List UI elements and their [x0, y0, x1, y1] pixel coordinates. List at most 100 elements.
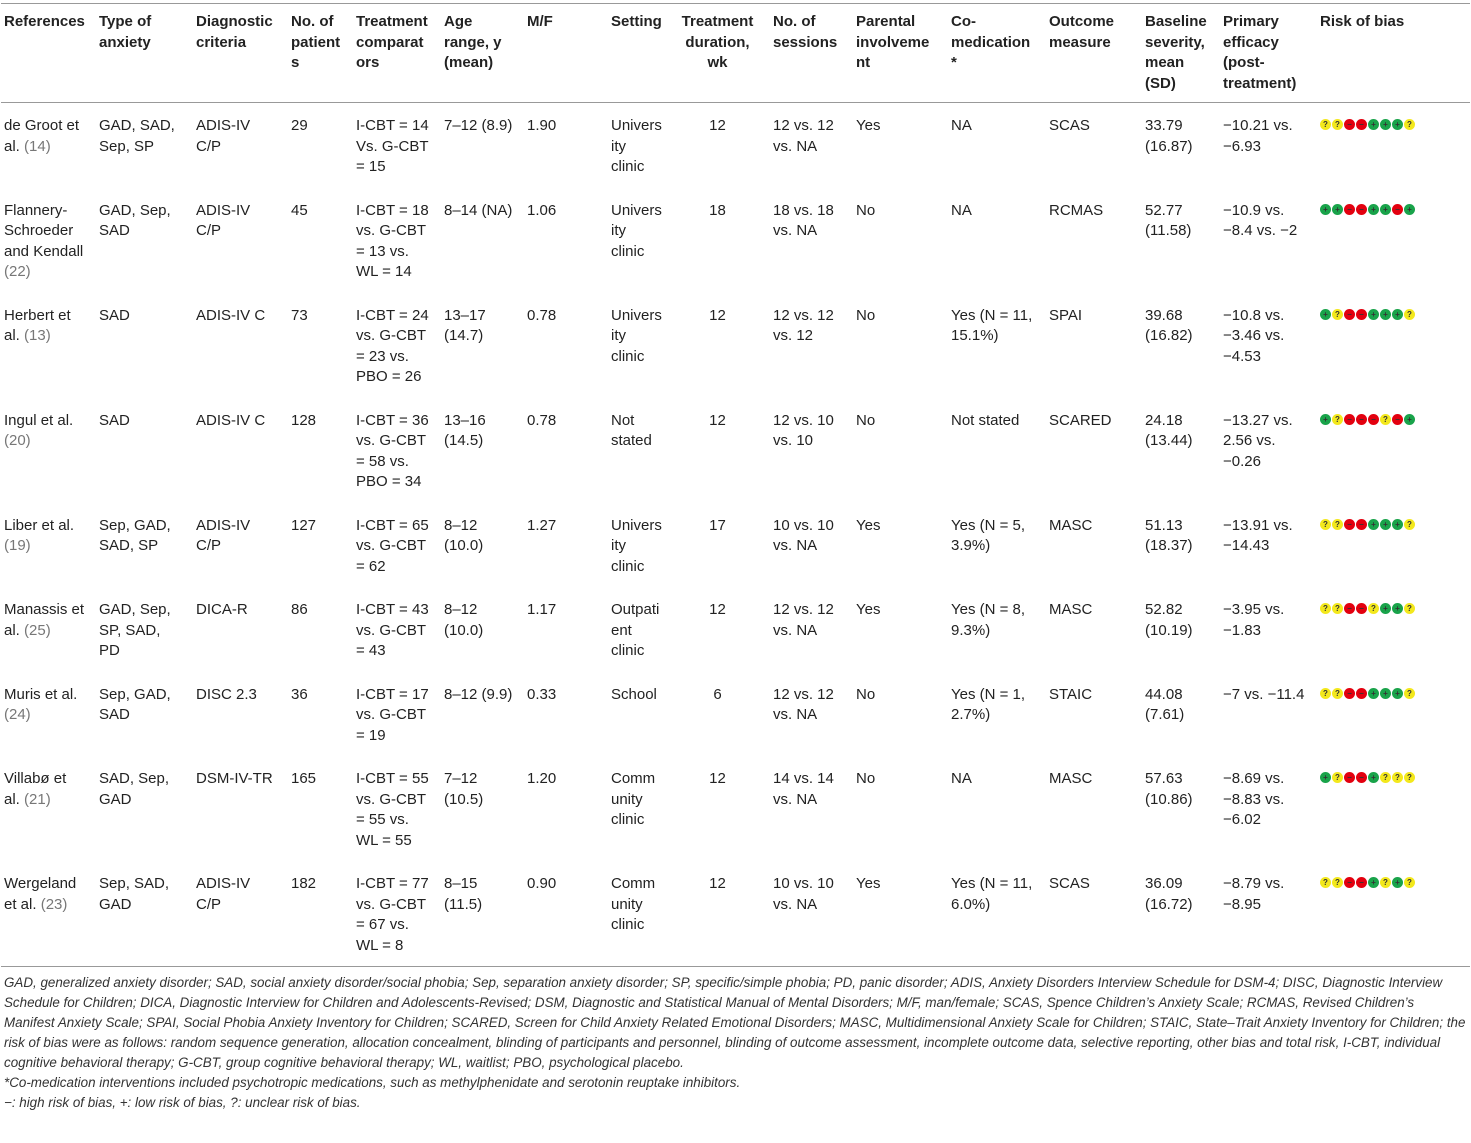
data-table: References Type of anxiety Diagnostic crit…: [1, 3, 1470, 967]
citation: (19): [4, 537, 31, 554]
table-cell: DICA-R: [196, 601, 248, 618]
risk-dot: ?: [1380, 772, 1391, 783]
risk-dot: +: [1392, 308, 1403, 320]
risk-dot: +: [1320, 203, 1331, 215]
table-cell: 44.08 (7.61): [1145, 685, 1185, 724]
risk-dots: ?? − −? + +?: [1320, 600, 1460, 614]
reference-cell: Muris et al. (24): [1, 672, 96, 757]
table-cell: Yes (N = 11, 6.0%): [948, 861, 1046, 967]
table-cell: STAIC: [1049, 685, 1093, 703]
citation: (13): [24, 327, 51, 344]
risk-cell: +? − − +???: [1317, 756, 1470, 861]
table-cell: Yes: [856, 117, 881, 134]
risk-dot: ?: [1332, 687, 1343, 699]
table-row: Ingul et al. (20) SAD ADIS-IV C 128 I-CBT = …: [1, 398, 1470, 503]
table-row: Herbert et al. (13) SAD ADIS-IV C 73 I-CBT =…: [1, 293, 1470, 398]
risk-cell: ?? − −? + +?: [1317, 587, 1470, 672]
risk-dot: +: [1392, 518, 1403, 530]
risk-cell: +? − − −? − +: [1317, 398, 1470, 503]
table-cell: 51.13 (18.37): [1145, 516, 1193, 555]
risk-dot: ?: [1404, 772, 1415, 783]
risk-dot: +: [1368, 203, 1379, 215]
table-cell: Yes: [856, 516, 881, 534]
table-cell: GAD, SAD, Sep, SP: [99, 117, 175, 155]
risk-dot: −: [1356, 518, 1367, 530]
risk-dot: ?: [1332, 772, 1343, 783]
table-cell: −8.79 vs. −8.95: [1220, 861, 1317, 967]
risk-dot: −: [1356, 603, 1367, 614]
table-cell: NA: [951, 201, 972, 219]
risk-dot: −: [1356, 772, 1367, 783]
risk-dot: +: [1368, 772, 1379, 783]
table-cell: −8.69 vs. −8.83 vs. −6.02: [1223, 770, 1285, 828]
table-cell: SCARED: [1049, 411, 1112, 429]
table-cell: 18 vs. 18 vs. NA: [773, 201, 834, 240]
table-cell: 1.90: [527, 117, 557, 134]
risk-dot: −: [1344, 413, 1355, 425]
citation: (20): [4, 432, 31, 449]
table-cell: School: [611, 685, 657, 703]
table-cell: 39.68 (16.82): [1145, 306, 1193, 345]
table-cell: Outpatient clinic: [611, 601, 660, 659]
table-cell: 18: [709, 201, 726, 219]
risk-dot: +: [1320, 413, 1331, 425]
table-cell: 1.20: [527, 770, 557, 787]
risk-dot: +: [1404, 413, 1415, 425]
risk-dot: +: [1380, 518, 1391, 530]
table-cell: Yes (N = 8, 9.3%): [951, 601, 1026, 639]
risk-dot: ?: [1320, 518, 1331, 530]
risk-dot: +: [1380, 203, 1391, 215]
footnote: −: high risk of bias, +: low risk of bia…: [4, 1095, 361, 1110]
risk-dot: +: [1320, 308, 1331, 320]
table-cell: 13–16 (14.5): [444, 411, 486, 450]
risk-dot: ?: [1332, 119, 1343, 130]
table-cell: NA: [951, 770, 972, 787]
reference: Liber et al.: [4, 516, 75, 534]
column-header: Setting: [608, 3, 672, 103]
table-cell: 12 vs. 12 vs. 12: [773, 306, 834, 345]
table-row: Wergeland et al. (23) Sep, SAD, GAD ADIS-I…: [1, 861, 1470, 967]
risk-dots: + + − − + + − +: [1320, 201, 1460, 215]
table-cell: 12: [709, 306, 726, 324]
table-cell: −10.21 vs. −6.93: [1223, 117, 1293, 155]
risk-dot: +: [1392, 687, 1403, 699]
reference: Wergeland et al.: [4, 875, 77, 913]
table-cell: I-CBT = 77 vs. G-CBT = 67 vs. WL = 8: [353, 861, 441, 967]
table-cell: 12 vs. 12 vs. NA: [773, 601, 834, 639]
risk-dot: +: [1368, 518, 1379, 530]
risk-dot: ?: [1320, 603, 1331, 614]
table-cell: I-CBT = 43 vs. G-CBT = 43: [356, 601, 429, 659]
column-header: Primary efficacy (post-treatment): [1220, 3, 1317, 103]
risk-dot: ?: [1320, 877, 1331, 888]
table-cell: Not stated: [611, 411, 652, 450]
table-cell: Yes: [856, 601, 881, 618]
table-cell: 165: [291, 770, 317, 787]
column-header: Treatment duration, wk: [672, 3, 770, 103]
risk-dot: −: [1344, 203, 1355, 215]
risk-cell: ?? − − + + +?: [1317, 672, 1470, 757]
footnote: *Co-medication interventions included ps…: [4, 1075, 741, 1090]
citation: (25): [24, 621, 51, 639]
table-cell: 7–12 (8.9): [444, 117, 513, 134]
table-cell: I-CBT = 18 vs. G-CBT = 13 vs. WL = 14: [356, 201, 429, 281]
table-cell: 17: [709, 516, 726, 534]
table-cell: 33.79 (16.87): [1145, 117, 1193, 155]
reference: Manassis et al.: [4, 601, 85, 639]
table-cell: ADIS-IV C/P: [193, 861, 288, 967]
table-cell: ADIS-IV C/P: [196, 201, 251, 240]
table-cell: ADIS-IV C: [196, 411, 266, 429]
table-cell: 1.17: [527, 601, 557, 618]
table-cell: 12: [709, 601, 726, 618]
reference: de Groot et al.: [4, 117, 80, 155]
table-cell: DISC 2.3: [196, 685, 257, 703]
table-cell: 8–14 (NA): [444, 201, 513, 219]
table-cell: 0.90: [524, 861, 608, 967]
risk-dot: ?: [1332, 877, 1343, 888]
risk-cell: +? − − + + +?: [1317, 293, 1470, 398]
reference-cell: de Groot et al. (14): [1, 103, 96, 188]
risk-dot: ?: [1320, 119, 1331, 130]
column-header: No. of sessions: [770, 3, 853, 103]
table-cell: SCAS: [1046, 861, 1142, 967]
risk-dot: ?: [1332, 518, 1343, 530]
table-cell: GAD, Sep, SP, SAD, PD: [99, 601, 171, 659]
